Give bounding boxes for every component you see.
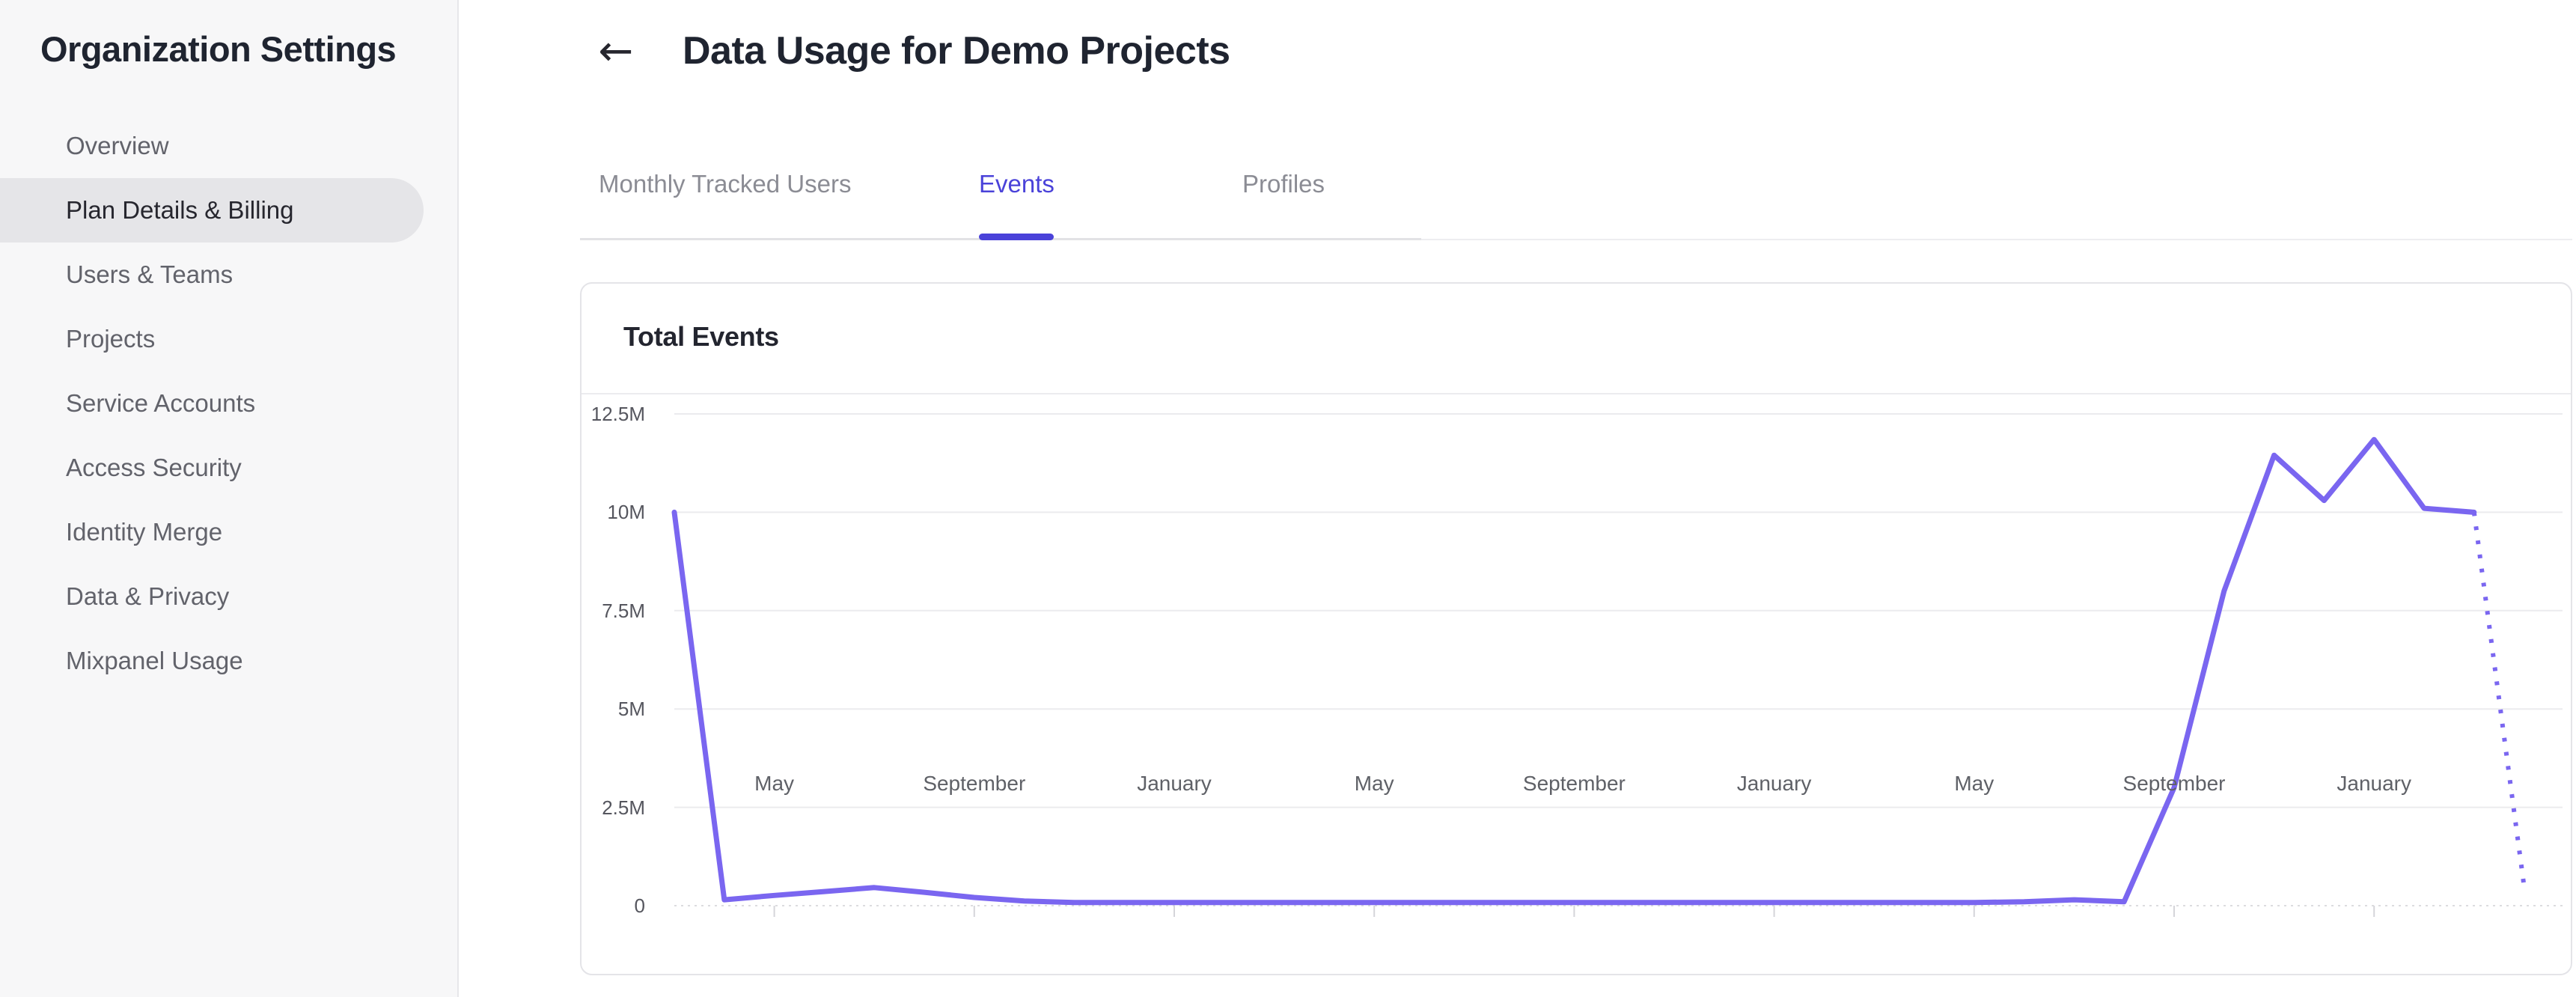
x-axis-label: September bbox=[2122, 772, 2226, 795]
x-axis-label: September bbox=[923, 772, 1026, 795]
tab-monthly-tracked-users[interactable]: Monthly Tracked Users bbox=[599, 170, 852, 198]
y-axis-label: 2.5M bbox=[602, 796, 645, 819]
x-axis-label: May bbox=[1354, 772, 1394, 795]
card-title: Total Events bbox=[623, 321, 779, 352]
x-axis-label: January bbox=[1736, 772, 1812, 795]
y-axis-label: 12.5M bbox=[590, 403, 645, 425]
active-tab-indicator bbox=[979, 234, 1054, 240]
x-axis-label: January bbox=[1137, 772, 1212, 795]
x-axis-label: January bbox=[2337, 772, 2411, 795]
sidebar-item-plan-details-billing[interactable]: Plan Details & Billing bbox=[0, 178, 424, 243]
events-chart: 12.5M 10M 7.5M 5M 2.5M 0 May September January Ma… bbox=[582, 394, 2571, 974]
y-axis-label: 7.5M bbox=[602, 599, 645, 622]
y-axis-label: 10M bbox=[607, 501, 645, 524]
page-divider bbox=[1421, 239, 2572, 240]
sidebar-item-data-privacy[interactable]: Data & Privacy bbox=[66, 582, 230, 610]
sidebar-item-service-accounts[interactable]: Service Accounts bbox=[66, 389, 256, 417]
total-events-card: Total Events 12.5M 10M 7.5M 5M 2.5M 0 May Septe… bbox=[580, 282, 2572, 975]
back-arrow-icon[interactable]: ← bbox=[590, 25, 642, 78]
sidebar-title: Organization Settings bbox=[40, 29, 397, 69]
events-line-solid bbox=[671, 436, 2477, 906]
page-title: Data Usage for Demo Projects bbox=[683, 29, 1230, 73]
tab-profiles[interactable]: Profiles bbox=[1242, 170, 1325, 198]
x-axis-label: September bbox=[1522, 772, 1626, 795]
x-axis-label: May bbox=[1954, 772, 1994, 795]
sidebar-item-mixpanel-usage[interactable]: Mixpanel Usage bbox=[66, 647, 243, 674]
sidebar-item-overview[interactable]: Overview bbox=[66, 132, 169, 159]
y-axis-label: 0 bbox=[634, 894, 645, 917]
sidebar-item-projects[interactable]: Projects bbox=[66, 325, 156, 353]
x-axis-label: May bbox=[754, 772, 795, 795]
sidebar-item-identity-merge[interactable]: Identity Merge bbox=[66, 518, 223, 546]
tab-bar: Monthly Tracked Users Events Profiles bbox=[0, 168, 2576, 243]
y-axis-label: 5M bbox=[617, 698, 645, 721]
sidebar-item-users-teams[interactable]: Users & Teams bbox=[66, 260, 234, 288]
sidebar: Organization Settings Overview Plan Detai… bbox=[0, 0, 459, 997]
tab-events[interactable]: Events bbox=[979, 170, 1054, 198]
line-chart-canvas bbox=[671, 413, 2563, 917]
sidebar-nav: Overview Plan Details & Billing Users & Te… bbox=[0, 114, 459, 693]
sidebar-item-access-security[interactable]: Access Security bbox=[66, 454, 242, 481]
events-line-projected-dotted bbox=[2471, 512, 2527, 887]
card-header: Total Events bbox=[582, 284, 2571, 394]
